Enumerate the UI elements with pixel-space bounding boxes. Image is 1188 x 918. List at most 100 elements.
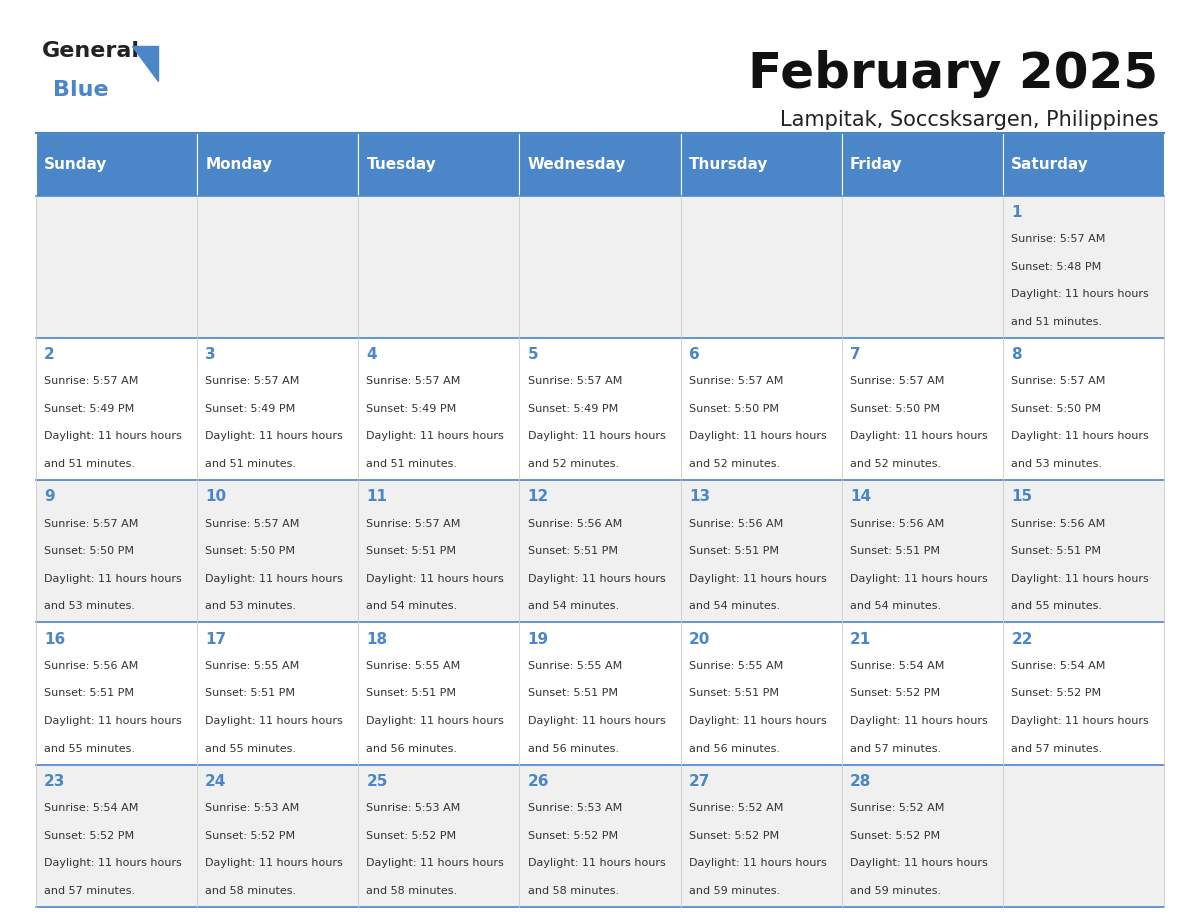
Text: 23: 23 — [44, 774, 65, 789]
Bar — [1003, 622, 1164, 765]
Text: Sunset: 5:50 PM: Sunset: 5:50 PM — [851, 404, 940, 414]
Text: 14: 14 — [851, 489, 871, 504]
Bar — [197, 133, 358, 196]
Text: Sunrise: 5:57 AM: Sunrise: 5:57 AM — [689, 376, 783, 386]
Text: and 53 minutes.: and 53 minutes. — [44, 601, 135, 611]
Text: 9: 9 — [44, 489, 55, 504]
Text: 11: 11 — [366, 489, 387, 504]
Text: Sunset: 5:51 PM: Sunset: 5:51 PM — [366, 546, 456, 556]
Text: 15: 15 — [1011, 489, 1032, 504]
Text: Sunrise: 5:52 AM: Sunrise: 5:52 AM — [689, 803, 783, 813]
Text: Wednesday: Wednesday — [527, 157, 626, 172]
Text: 17: 17 — [206, 632, 226, 646]
Bar — [681, 622, 842, 765]
Bar — [519, 196, 681, 338]
Bar — [358, 480, 519, 622]
Text: and 56 minutes.: and 56 minutes. — [527, 744, 619, 754]
Text: Daylight: 11 hours hours: Daylight: 11 hours hours — [206, 574, 343, 584]
Text: Sunset: 5:49 PM: Sunset: 5:49 PM — [527, 404, 618, 414]
Text: Sunset: 5:49 PM: Sunset: 5:49 PM — [206, 404, 296, 414]
Bar — [1003, 196, 1164, 338]
Text: 8: 8 — [1011, 347, 1022, 362]
Text: and 56 minutes.: and 56 minutes. — [366, 744, 457, 754]
Bar — [358, 133, 519, 196]
Bar — [519, 338, 681, 480]
Text: 22: 22 — [1011, 632, 1032, 646]
Text: 3: 3 — [206, 347, 216, 362]
Text: Saturday: Saturday — [1011, 157, 1089, 172]
Text: and 55 minutes.: and 55 minutes. — [44, 744, 135, 754]
Text: Sunrise: 5:57 AM: Sunrise: 5:57 AM — [527, 376, 623, 386]
Bar — [358, 765, 519, 907]
Text: Sunset: 5:51 PM: Sunset: 5:51 PM — [527, 688, 618, 699]
Text: and 54 minutes.: and 54 minutes. — [851, 601, 941, 611]
Text: Daylight: 11 hours hours: Daylight: 11 hours hours — [851, 574, 988, 584]
Text: Sunrise: 5:57 AM: Sunrise: 5:57 AM — [206, 376, 299, 386]
Text: Lampitak, Soccsksargen, Philippines: Lampitak, Soccsksargen, Philippines — [779, 110, 1158, 130]
Text: Sunset: 5:51 PM: Sunset: 5:51 PM — [1011, 546, 1101, 556]
Text: 20: 20 — [689, 632, 710, 646]
Text: Daylight: 11 hours hours: Daylight: 11 hours hours — [366, 431, 504, 442]
Bar — [842, 480, 1003, 622]
Text: Sunset: 5:51 PM: Sunset: 5:51 PM — [527, 546, 618, 556]
Bar — [36, 622, 197, 765]
Text: Sunrise: 5:57 AM: Sunrise: 5:57 AM — [44, 376, 138, 386]
Bar — [681, 133, 842, 196]
Text: Sunrise: 5:56 AM: Sunrise: 5:56 AM — [44, 661, 138, 671]
Bar — [842, 622, 1003, 765]
Bar — [358, 622, 519, 765]
Bar — [1003, 480, 1164, 622]
Text: and 58 minutes.: and 58 minutes. — [527, 886, 619, 896]
Bar — [681, 196, 842, 338]
Bar — [197, 765, 358, 907]
Text: Daylight: 11 hours hours: Daylight: 11 hours hours — [1011, 574, 1149, 584]
Bar — [197, 338, 358, 480]
Text: Sunrise: 5:53 AM: Sunrise: 5:53 AM — [206, 803, 299, 813]
Text: Daylight: 11 hours hours: Daylight: 11 hours hours — [689, 858, 827, 868]
Text: Sunrise: 5:57 AM: Sunrise: 5:57 AM — [366, 519, 461, 529]
Text: 7: 7 — [851, 347, 861, 362]
Bar — [842, 765, 1003, 907]
Text: Sunset: 5:51 PM: Sunset: 5:51 PM — [366, 688, 456, 699]
Text: Sunrise: 5:56 AM: Sunrise: 5:56 AM — [851, 519, 944, 529]
Text: Sunset: 5:49 PM: Sunset: 5:49 PM — [44, 404, 134, 414]
Text: 18: 18 — [366, 632, 387, 646]
Text: Daylight: 11 hours hours: Daylight: 11 hours hours — [366, 716, 504, 726]
Text: and 58 minutes.: and 58 minutes. — [366, 886, 457, 896]
Text: 24: 24 — [206, 774, 227, 789]
Text: Daylight: 11 hours hours: Daylight: 11 hours hours — [206, 716, 343, 726]
Bar — [36, 765, 197, 907]
Text: Daylight: 11 hours hours: Daylight: 11 hours hours — [689, 431, 827, 442]
Text: and 54 minutes.: and 54 minutes. — [689, 601, 781, 611]
Text: Sunset: 5:52 PM: Sunset: 5:52 PM — [206, 831, 296, 841]
Bar — [197, 196, 358, 338]
Text: Tuesday: Tuesday — [366, 157, 436, 172]
Bar — [1003, 338, 1164, 480]
Text: and 51 minutes.: and 51 minutes. — [1011, 317, 1102, 327]
Text: Sunset: 5:51 PM: Sunset: 5:51 PM — [206, 688, 295, 699]
Text: 2: 2 — [44, 347, 55, 362]
Text: Sunset: 5:51 PM: Sunset: 5:51 PM — [44, 688, 134, 699]
Text: 10: 10 — [206, 489, 226, 504]
Bar — [358, 338, 519, 480]
Text: Daylight: 11 hours hours: Daylight: 11 hours hours — [1011, 289, 1149, 299]
Text: and 53 minutes.: and 53 minutes. — [206, 601, 296, 611]
Text: Sunset: 5:51 PM: Sunset: 5:51 PM — [689, 688, 779, 699]
Text: General: General — [42, 41, 139, 62]
Bar — [519, 765, 681, 907]
Text: Daylight: 11 hours hours: Daylight: 11 hours hours — [1011, 716, 1149, 726]
Bar — [519, 133, 681, 196]
Text: Sunset: 5:52 PM: Sunset: 5:52 PM — [527, 831, 618, 841]
Text: Sunset: 5:52 PM: Sunset: 5:52 PM — [851, 688, 940, 699]
Text: 21: 21 — [851, 632, 871, 646]
Text: Sunrise: 5:53 AM: Sunrise: 5:53 AM — [366, 803, 461, 813]
Text: and 57 minutes.: and 57 minutes. — [44, 886, 135, 896]
Text: Daylight: 11 hours hours: Daylight: 11 hours hours — [44, 716, 182, 726]
Text: Daylight: 11 hours hours: Daylight: 11 hours hours — [527, 431, 665, 442]
Text: Sunset: 5:50 PM: Sunset: 5:50 PM — [44, 546, 134, 556]
Text: Sunrise: 5:53 AM: Sunrise: 5:53 AM — [527, 803, 621, 813]
Text: Sunset: 5:52 PM: Sunset: 5:52 PM — [689, 831, 779, 841]
Text: and 57 minutes.: and 57 minutes. — [851, 744, 941, 754]
Text: Sunset: 5:50 PM: Sunset: 5:50 PM — [689, 404, 779, 414]
Bar — [519, 480, 681, 622]
